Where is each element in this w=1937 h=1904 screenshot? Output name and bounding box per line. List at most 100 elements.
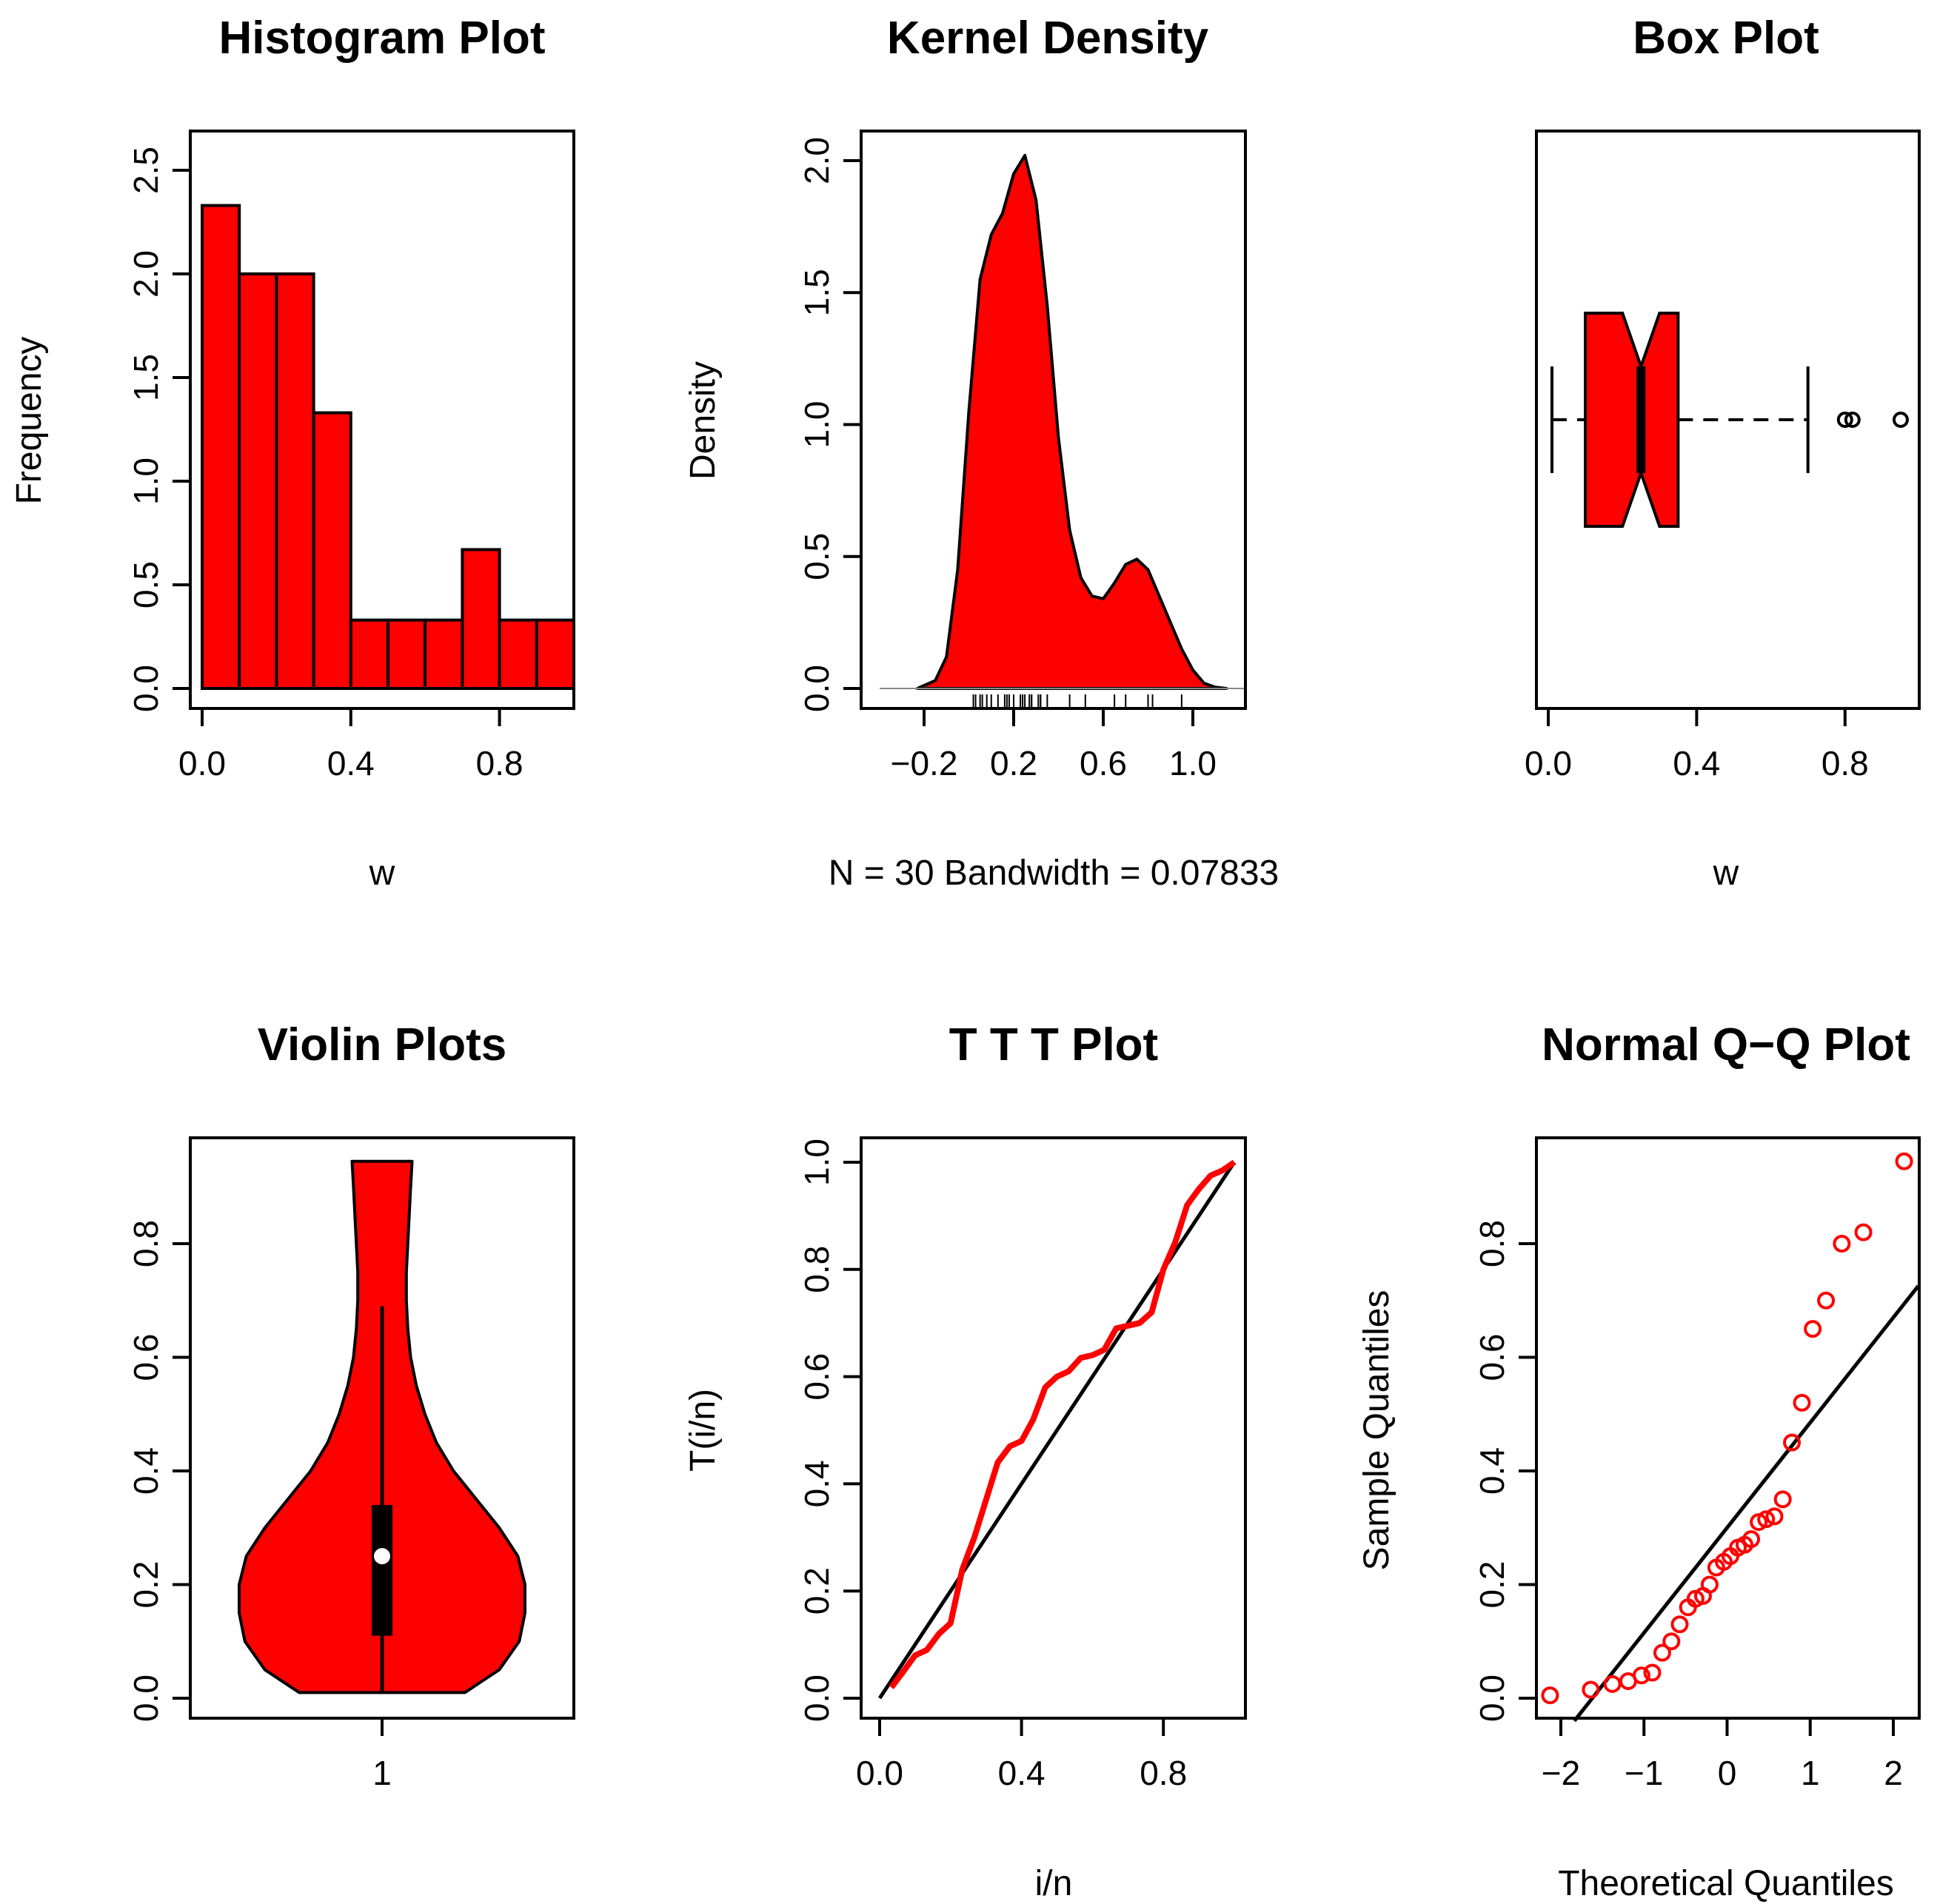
qq-x-tick-label: −1 <box>1625 1754 1663 1792</box>
density-y-tick-label: 2.0 <box>797 137 836 184</box>
violin-x-tick-label: 1 <box>372 1754 392 1792</box>
qq-plot-panel: Normal Q−Q Plot Theoretical Quantiles Sa… <box>1357 1019 1921 1903</box>
ttt-xlabel: i/n <box>1035 1864 1073 1903</box>
qq-xlabel: Theoretical Quantiles <box>1558 1864 1894 1903</box>
histogram-bar <box>498 618 538 690</box>
histogram-bar <box>461 548 501 691</box>
qq-point <box>1833 1235 1851 1253</box>
density-curve-area <box>915 153 1228 690</box>
histogram-bar <box>201 204 241 691</box>
density-x-tick-label: 0.6 <box>1080 744 1127 782</box>
qq-point <box>1783 1433 1801 1452</box>
qq-ylabel: Sample Quantiles <box>1357 1290 1396 1571</box>
qq-y-tick-label: 0.0 <box>1473 1675 1511 1722</box>
violin-iqr-box <box>372 1505 392 1636</box>
histogram-y-tick-label: 0.0 <box>127 665 165 712</box>
density-x-tick-label: 1.0 <box>1169 744 1217 782</box>
density-x-tick-label: −0.2 <box>891 744 958 782</box>
violin-y-tick-label: 0.8 <box>127 1220 165 1267</box>
qq-title: Normal Q−Q Plot <box>1542 1019 1910 1070</box>
ttt-y-tick-label: 0.2 <box>797 1567 836 1615</box>
density-y-tick-label: 1.0 <box>797 401 836 449</box>
qq-point <box>1643 1663 1662 1682</box>
histogram-ylabel: Frequency <box>10 337 49 505</box>
qq-point <box>1757 1510 1776 1529</box>
qq-point <box>1662 1632 1681 1651</box>
violin-y-tick-label: 0.0 <box>127 1675 165 1722</box>
ttt-reference-line <box>877 1161 1237 1700</box>
qq-point <box>1632 1666 1650 1685</box>
qq-point <box>1582 1680 1600 1699</box>
qq-point <box>1773 1490 1792 1509</box>
boxplot-outlier-point <box>1844 412 1861 428</box>
boxplot-outlier-point <box>1836 412 1853 428</box>
boxplot-x-tick-label: 0.4 <box>1673 744 1720 782</box>
qq-point <box>1895 1152 1913 1170</box>
ttt-ylabel: T(i/n) <box>683 1389 723 1472</box>
violin-title: Violin Plots <box>258 1019 506 1070</box>
histogram-bar <box>535 618 575 690</box>
qq-y-tick-label: 0.4 <box>1473 1447 1511 1495</box>
boxplot-x-tick-label: 0.8 <box>1821 744 1869 782</box>
qq-y-tick-label: 0.8 <box>1473 1220 1511 1267</box>
density-y-tick-label: 1.5 <box>797 269 836 316</box>
density-y-tick-label: 0.5 <box>797 533 836 580</box>
violin-y-tick-label: 0.2 <box>127 1561 165 1609</box>
qq-point <box>1804 1320 1822 1338</box>
qq-point <box>1742 1530 1761 1549</box>
ttt-y-tick-label: 0.6 <box>797 1353 836 1401</box>
histogram-x-tick-label: 0.8 <box>476 744 523 782</box>
qq-x-tick-label: −2 <box>1542 1754 1580 1792</box>
histogram-bar <box>275 272 315 690</box>
histogram-xlabel: w <box>369 854 395 893</box>
boxplot-xlabel: w <box>1713 854 1739 893</box>
ttt-plot-panel: T T T Plot i/n T(i/n) 0.0 0.4 0.8 0.0 0.2 0.4… <box>683 1019 1247 1903</box>
violin-median-point <box>374 1548 390 1565</box>
density-y-tick-label: 0.0 <box>797 665 836 712</box>
ttt-y-tick-label: 0.0 <box>797 1675 836 1722</box>
histogram-x-tick-label: 0.4 <box>327 744 375 782</box>
histogram-bar <box>424 618 464 690</box>
ttt-y-tick-label: 1.0 <box>797 1139 836 1186</box>
histogram-plot-panel: Histogram Plot w Frequency 0.0 0.4 0.8 0.0 0… <box>10 13 575 893</box>
histogram-bar <box>349 618 389 690</box>
qq-point <box>1817 1291 1836 1310</box>
qq-x-tick-label: 1 <box>1801 1754 1820 1792</box>
qq-point <box>1793 1393 1811 1412</box>
ttt-plot-frame <box>860 1136 1247 1720</box>
qq-y-tick-label: 0.2 <box>1473 1561 1511 1609</box>
qq-point <box>1670 1615 1689 1634</box>
ttt-curve <box>889 1159 1237 1689</box>
histogram-title: Histogram Plot <box>219 13 546 64</box>
histogram-y-tick-label: 1.0 <box>127 457 165 505</box>
qq-point <box>1700 1575 1719 1594</box>
qq-point <box>1541 1686 1559 1705</box>
qq-y-tick-label: 0.6 <box>1473 1334 1511 1381</box>
ttt-x-tick-label: 0.4 <box>998 1754 1046 1792</box>
qq-point <box>1854 1223 1873 1241</box>
histogram-y-tick-label: 0.5 <box>127 561 165 609</box>
histogram-x-tick-label: 0.0 <box>178 744 226 782</box>
ttt-title: T T T Plot <box>949 1019 1158 1070</box>
violin-y-tick-label: 0.4 <box>127 1447 165 1495</box>
qq-point <box>1765 1507 1784 1526</box>
boxplot-x-tick-label: 0.0 <box>1525 744 1572 782</box>
ttt-x-tick-label: 0.8 <box>1140 1754 1187 1792</box>
histogram-bar <box>312 411 352 690</box>
qq-x-tick-label: 0 <box>1718 1754 1737 1792</box>
qq-reference-line <box>1573 1284 1920 1723</box>
density-title: Kernel Density <box>887 13 1209 64</box>
histogram-y-tick-label: 2.5 <box>127 147 165 194</box>
ttt-x-tick-label: 0.0 <box>856 1754 903 1792</box>
qq-point <box>1603 1675 1622 1693</box>
histogram-y-tick-label: 1.5 <box>127 354 165 401</box>
violin-plot-panel: Violin Plots 1 0.0 0.2 0.4 0.6 0.8 <box>127 1019 575 1792</box>
boxplot-title: Box Plot <box>1633 13 1819 64</box>
density-xlabel: N = 30 Bandwidth = 0.07833 <box>829 854 1279 893</box>
histogram-y-tick-label: 2.0 <box>127 250 165 298</box>
boxplot-notched-box <box>1584 312 1680 528</box>
qq-x-tick-label: 2 <box>1884 1754 1903 1792</box>
kernel-density-panel: Kernel Density N = 30 Bandwidth = 0.0783… <box>683 13 1279 893</box>
density-x-tick-label: 0.2 <box>990 744 1037 782</box>
